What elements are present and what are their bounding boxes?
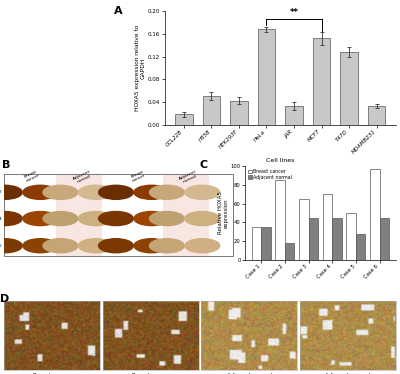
- Bar: [380, 218, 389, 260]
- Circle shape: [0, 185, 22, 199]
- Circle shape: [0, 212, 22, 226]
- Bar: [275, 180, 285, 260]
- Legend: Breast cancer, Adjacent normal: Breast cancer, Adjacent normal: [247, 168, 293, 180]
- Bar: [285, 106, 303, 125]
- Circle shape: [23, 185, 58, 199]
- X-axis label: Adjacent normal: Adjacent normal: [227, 373, 272, 374]
- Circle shape: [23, 212, 58, 226]
- Bar: [175, 114, 193, 125]
- Text: Adjacent
normal: Adjacent normal: [179, 169, 200, 185]
- Circle shape: [150, 212, 184, 226]
- Bar: [202, 96, 220, 125]
- Text: Breast
cancer: Breast cancer: [23, 169, 40, 183]
- Circle shape: [43, 185, 78, 199]
- Circle shape: [134, 212, 169, 226]
- Circle shape: [78, 212, 113, 226]
- FancyBboxPatch shape: [162, 174, 209, 256]
- Text: Case 1&2: Case 1&2: [0, 190, 2, 194]
- X-axis label: Breast cancer: Breast cancer: [33, 373, 71, 374]
- Circle shape: [150, 185, 184, 199]
- Text: B: B: [2, 160, 10, 171]
- Text: A: A: [114, 6, 122, 16]
- Circle shape: [98, 239, 133, 253]
- Bar: [340, 52, 358, 125]
- Text: Breast
cancer: Breast cancer: [130, 169, 147, 183]
- Circle shape: [185, 212, 220, 226]
- Bar: [370, 169, 380, 260]
- Circle shape: [185, 185, 220, 199]
- Bar: [308, 218, 318, 260]
- Circle shape: [185, 239, 220, 253]
- Y-axis label: Relative HOXA5
expression: Relative HOXA5 expression: [218, 191, 229, 234]
- Bar: [261, 227, 270, 260]
- Bar: [285, 243, 294, 260]
- Bar: [258, 30, 276, 125]
- Circle shape: [0, 239, 22, 253]
- Circle shape: [134, 185, 169, 199]
- FancyBboxPatch shape: [56, 174, 102, 256]
- Circle shape: [150, 239, 184, 253]
- Bar: [368, 106, 386, 125]
- Circle shape: [78, 239, 113, 253]
- X-axis label: Adjacent normal: Adjacent normal: [325, 373, 371, 374]
- Bar: [230, 101, 248, 125]
- Circle shape: [23, 239, 58, 253]
- Bar: [356, 233, 366, 260]
- Bar: [332, 218, 342, 260]
- Circle shape: [98, 185, 133, 199]
- Bar: [323, 194, 332, 260]
- Circle shape: [78, 185, 113, 199]
- Text: **: **: [290, 9, 298, 18]
- Bar: [299, 199, 308, 260]
- Text: D: D: [0, 294, 9, 304]
- Bar: [312, 39, 330, 125]
- Circle shape: [43, 212, 78, 226]
- X-axis label: Breast cancer: Breast cancer: [132, 373, 170, 374]
- Text: Case 3&4: Case 3&4: [0, 217, 2, 221]
- Text: C: C: [199, 160, 208, 171]
- Y-axis label: HOXA5 expression relative to
GAPDH: HOXA5 expression relative to GAPDH: [135, 25, 146, 111]
- X-axis label: Cell lines: Cell lines: [266, 157, 294, 163]
- Text: Case 1&6: Case 1&6: [0, 244, 2, 248]
- Bar: [252, 227, 261, 260]
- Circle shape: [43, 239, 78, 253]
- Circle shape: [98, 212, 133, 226]
- Bar: [346, 213, 356, 260]
- Circle shape: [134, 239, 169, 253]
- Text: Adjacent
normal: Adjacent normal: [72, 169, 93, 185]
